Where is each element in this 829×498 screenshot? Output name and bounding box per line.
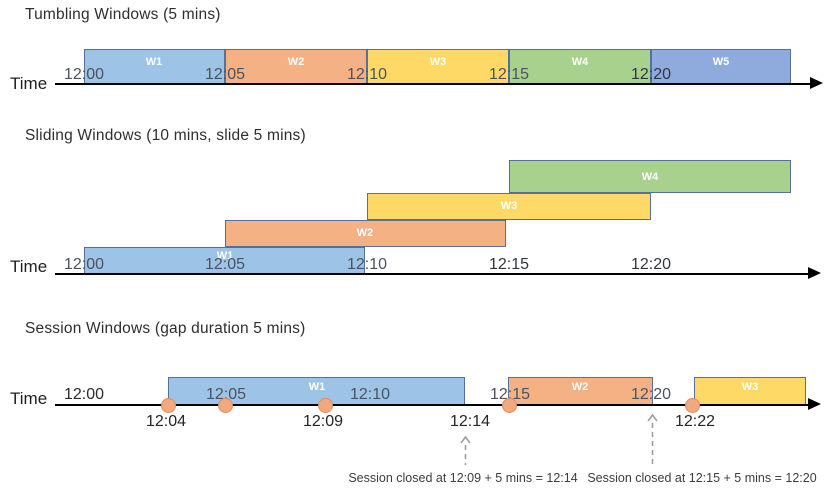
tumbling-window-label: W3 xyxy=(429,56,447,68)
session-time-label: Time xyxy=(10,389,48,408)
annotation-arrow-up-icon xyxy=(647,414,658,465)
tumbling-time-label: Time xyxy=(10,74,48,93)
tumbling-window-label: W1 xyxy=(145,56,163,68)
sliding-window-w3 xyxy=(367,193,651,220)
sliding-tick: 12:15 xyxy=(488,256,530,273)
session-axis-arrow-icon xyxy=(808,398,821,410)
session-tick: 12:10 xyxy=(349,386,391,403)
session-closed-annotation: Session closed at 12:09 + 5 mins = 12:14 xyxy=(348,471,578,485)
tumbling-tick: 12:10 xyxy=(346,66,388,83)
sliding-window-label: W3 xyxy=(500,200,518,212)
sliding-axis xyxy=(55,273,810,275)
tumbling-tick: 12:20 xyxy=(630,66,672,83)
tumbling-window-w1 xyxy=(84,49,225,85)
tumbling-tick: 12:00 xyxy=(63,66,105,83)
tumbling-title: Tumbling Windows (5 mins) xyxy=(25,6,221,23)
annotation-arrow-up-icon xyxy=(460,436,471,465)
event-time-label: 12:22 xyxy=(674,413,716,430)
event-dot xyxy=(685,398,700,413)
event-dot xyxy=(502,398,517,413)
sliding-window-label: W1 xyxy=(216,250,234,262)
session-tick: 12:00 xyxy=(63,386,105,403)
session-tick: 12:15 xyxy=(489,386,531,403)
session-window-label: W1 xyxy=(308,381,326,393)
tumbling-window-w4 xyxy=(509,49,651,85)
session-closed-annotation: Session closed at 12:15 + 5 mins = 12:20 xyxy=(587,471,817,485)
sliding-time-label: Time xyxy=(10,257,48,276)
session-tick: 12:20 xyxy=(630,386,672,403)
event-dot xyxy=(218,398,233,413)
event-time-label: 12:04 xyxy=(145,413,187,430)
sliding-window-label: W2 xyxy=(356,227,374,239)
tumbling-axis-arrow-icon xyxy=(810,77,823,89)
tumbling-window-label: W4 xyxy=(571,56,589,68)
sliding-window-label: W4 xyxy=(641,171,659,183)
event-dot xyxy=(161,398,176,413)
session-title: Session Windows (gap duration 5 mins) xyxy=(25,320,306,337)
session-window-label: W2 xyxy=(571,381,589,393)
session-window-label: W3 xyxy=(741,381,759,393)
sliding-tick: 12:10 xyxy=(346,256,388,273)
session-axis xyxy=(55,404,810,406)
event-dot xyxy=(318,398,333,413)
sliding-title: Sliding Windows (10 mins, slide 5 mins) xyxy=(25,127,306,144)
tumbling-window-w3 xyxy=(367,49,509,85)
sliding-window-w4 xyxy=(509,160,791,193)
event-time-label: 12:14 xyxy=(449,413,491,430)
sliding-window-w2 xyxy=(225,220,506,247)
sliding-tick: 12:00 xyxy=(63,256,105,273)
tumbling-window-label: W2 xyxy=(287,56,305,68)
tumbling-tick: 12:15 xyxy=(488,66,530,83)
tumbling-tick: 12:05 xyxy=(204,66,246,83)
tumbling-axis xyxy=(55,83,812,85)
sliding-tick: 12:05 xyxy=(204,256,246,273)
sliding-axis-arrow-icon xyxy=(808,267,821,279)
session-tick: 12:05 xyxy=(205,386,247,403)
event-time-label: 12:09 xyxy=(302,413,344,430)
tumbling-window-label: W5 xyxy=(712,56,730,68)
sliding-tick: 12:20 xyxy=(630,256,672,273)
sliding-window-w1 xyxy=(84,247,365,275)
tumbling-window-w5 xyxy=(651,49,791,85)
